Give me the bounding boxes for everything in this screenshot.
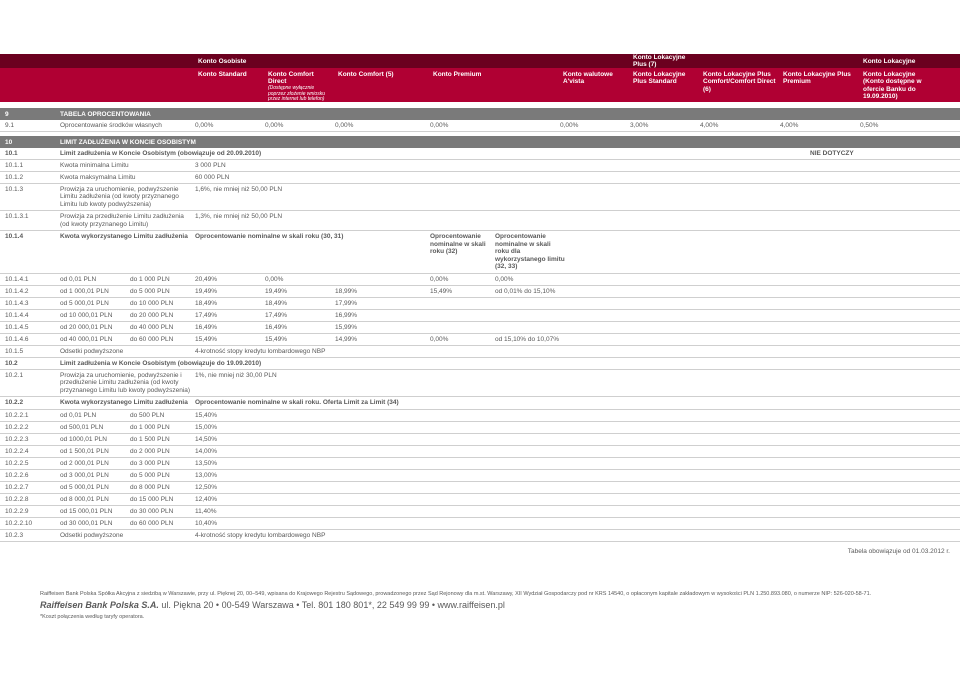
prod-premium: Konto Premium bbox=[430, 70, 560, 79]
product-group-row: Konto Osobiste Konto Lokacyjne Plus (7) … bbox=[0, 54, 960, 68]
tier-row: 10.1.4.1od 0,01 PLNdo 1 000 PLN20,49%0,0… bbox=[0, 274, 960, 286]
group-lok: Konto Lokacyjne bbox=[860, 57, 925, 66]
prod-lok-old: Konto Lokacyjne (Konto dostępne w oferci… bbox=[860, 70, 925, 102]
tier2-row: 10.2.2.9od 15 000,01 PLNdo 30 000 PLN11,… bbox=[0, 506, 960, 518]
tier-row: 10.1.4.4od 10 000,01 PLNdo 20 000 PLN17,… bbox=[0, 310, 960, 322]
row-10-2-3: 10.2.3 Odsetki podwyższone 4-krotność st… bbox=[0, 530, 960, 542]
footer: Raiffeisen Bank Polska Spółka Akcyjna z … bbox=[0, 591, 960, 632]
tier2-row: 10.2.2.2od 500,01 PLNdo 1 000 PLN15,00% bbox=[0, 422, 960, 434]
row-10-2-1: 10.2.1 Prowizja za uruchomienie, podwyżs… bbox=[0, 370, 960, 397]
tier2-row: 10.2.2.6od 3 000,01 PLNdo 5 000 PLN13,00… bbox=[0, 470, 960, 482]
tier2-row: 10.2.2.3od 1000,01 PLNdo 1 500 PLN14,50% bbox=[0, 434, 960, 446]
row-10-1-3: 10.1.3 Prowizja za uruchomienie, podwyżs… bbox=[0, 184, 960, 211]
tier2-row: 10.2.2.7od 5 000,01 PLNdo 8 000 PLN12,50… bbox=[0, 482, 960, 494]
product-names-row: Konto Standard Konto Comfort Direct (Dos… bbox=[0, 68, 960, 102]
tier2-row: 10.2.2.1od 0,01 PLNdo 500 PLN15,40% bbox=[0, 410, 960, 422]
tier2-row: 10.2.2.4od 1 500,01 PLNdo 2 000 PLN14,00… bbox=[0, 446, 960, 458]
row-10-1-1: 10.1.1 Kwota minimalna Limitu 3 000 PLN bbox=[0, 160, 960, 172]
prod-comfort: Konto Comfort (5) bbox=[335, 70, 430, 79]
footer-asterisk: *Koszt połączenia według taryfy operator… bbox=[40, 614, 950, 621]
tier-row: 10.1.4.6od 40 000,01 PLNdo 60 000 PLN15,… bbox=[0, 334, 960, 346]
row-10-2-2: 10.2.2 Kwota wykorzystanego Limitu zadłu… bbox=[0, 397, 960, 409]
section-10-head: 10 LIMIT ZADŁUŻENIA W KONCIE OSOBISTYM bbox=[0, 136, 960, 148]
prod-lok-std: Konto Lokacyjne Plus Standard bbox=[630, 70, 700, 87]
section-9-head: 9 TABELA OPROCENTOWANIA bbox=[0, 108, 960, 120]
prod-standard: Konto Standard bbox=[195, 70, 265, 79]
row-10-1-3-1: 10.1.3.1 Prowizja za przedłużenie Limitu… bbox=[0, 211, 960, 231]
row-10-1: 10.1 Limit zadłużenia w Koncie Osobistym… bbox=[0, 148, 960, 160]
prod-walutowe: Konto walutowe A'vista bbox=[560, 70, 630, 87]
row-10-2: 10.2 Limit zadłużenia w Koncie Osobistym… bbox=[0, 358, 960, 370]
footer-company: Raiffeisen Bank Polska S.A. ul. Piękna 2… bbox=[40, 600, 950, 612]
tier-row: 10.1.4.2od 1 000,01 PLNdo 5 000 PLN19,49… bbox=[0, 286, 960, 298]
tier2-row: 10.2.2.8od 8 000,01 PLNdo 15 000 PLN12,4… bbox=[0, 494, 960, 506]
group-lok-plus: Konto Lokacyjne Plus (7) bbox=[630, 53, 700, 69]
prod-lok-prem: Konto Lokacyjne Plus Premium bbox=[780, 70, 860, 87]
footer-legal: Raiffeisen Bank Polska Spółka Akcyjna z … bbox=[40, 591, 950, 598]
prod-comfort-direct: Konto Comfort Direct (Dostępne wyłącznie… bbox=[265, 70, 335, 104]
prod-lok-cmft: Konto Lokacyjne Plus Comfort/Comfort Dir… bbox=[700, 70, 780, 94]
tier-row: 10.1.4.5od 20 000,01 PLNdo 40 000 PLN16,… bbox=[0, 322, 960, 334]
group-osobiste: Konto Osobiste bbox=[195, 57, 265, 66]
tier2-row: 10.2.2.10od 30 000,01 PLNdo 60 000 PLN10… bbox=[0, 518, 960, 530]
tier2-row: 10.2.2.5od 2 000,01 PLNdo 3 000 PLN13,50… bbox=[0, 458, 960, 470]
row-10-1-5: 10.1.5 Odsetki podwyższone 4-krotność st… bbox=[0, 346, 960, 358]
tier-row: 10.1.4.3od 5 000,01 PLNdo 10 000 PLN18,4… bbox=[0, 298, 960, 310]
row-10-1-2: 10.1.2 Kwota maksymalna Limitu 60 000 PL… bbox=[0, 172, 960, 184]
row-10-1-4: 10.1.4 Kwota wykorzystanego Limitu zadłu… bbox=[0, 231, 960, 273]
valid-from-note: Tabela obowiązuje od 01.03.2012 r. bbox=[0, 542, 960, 561]
row-9-1: 9.1 Oprocentowanie środków własnych 0,00… bbox=[0, 120, 960, 132]
